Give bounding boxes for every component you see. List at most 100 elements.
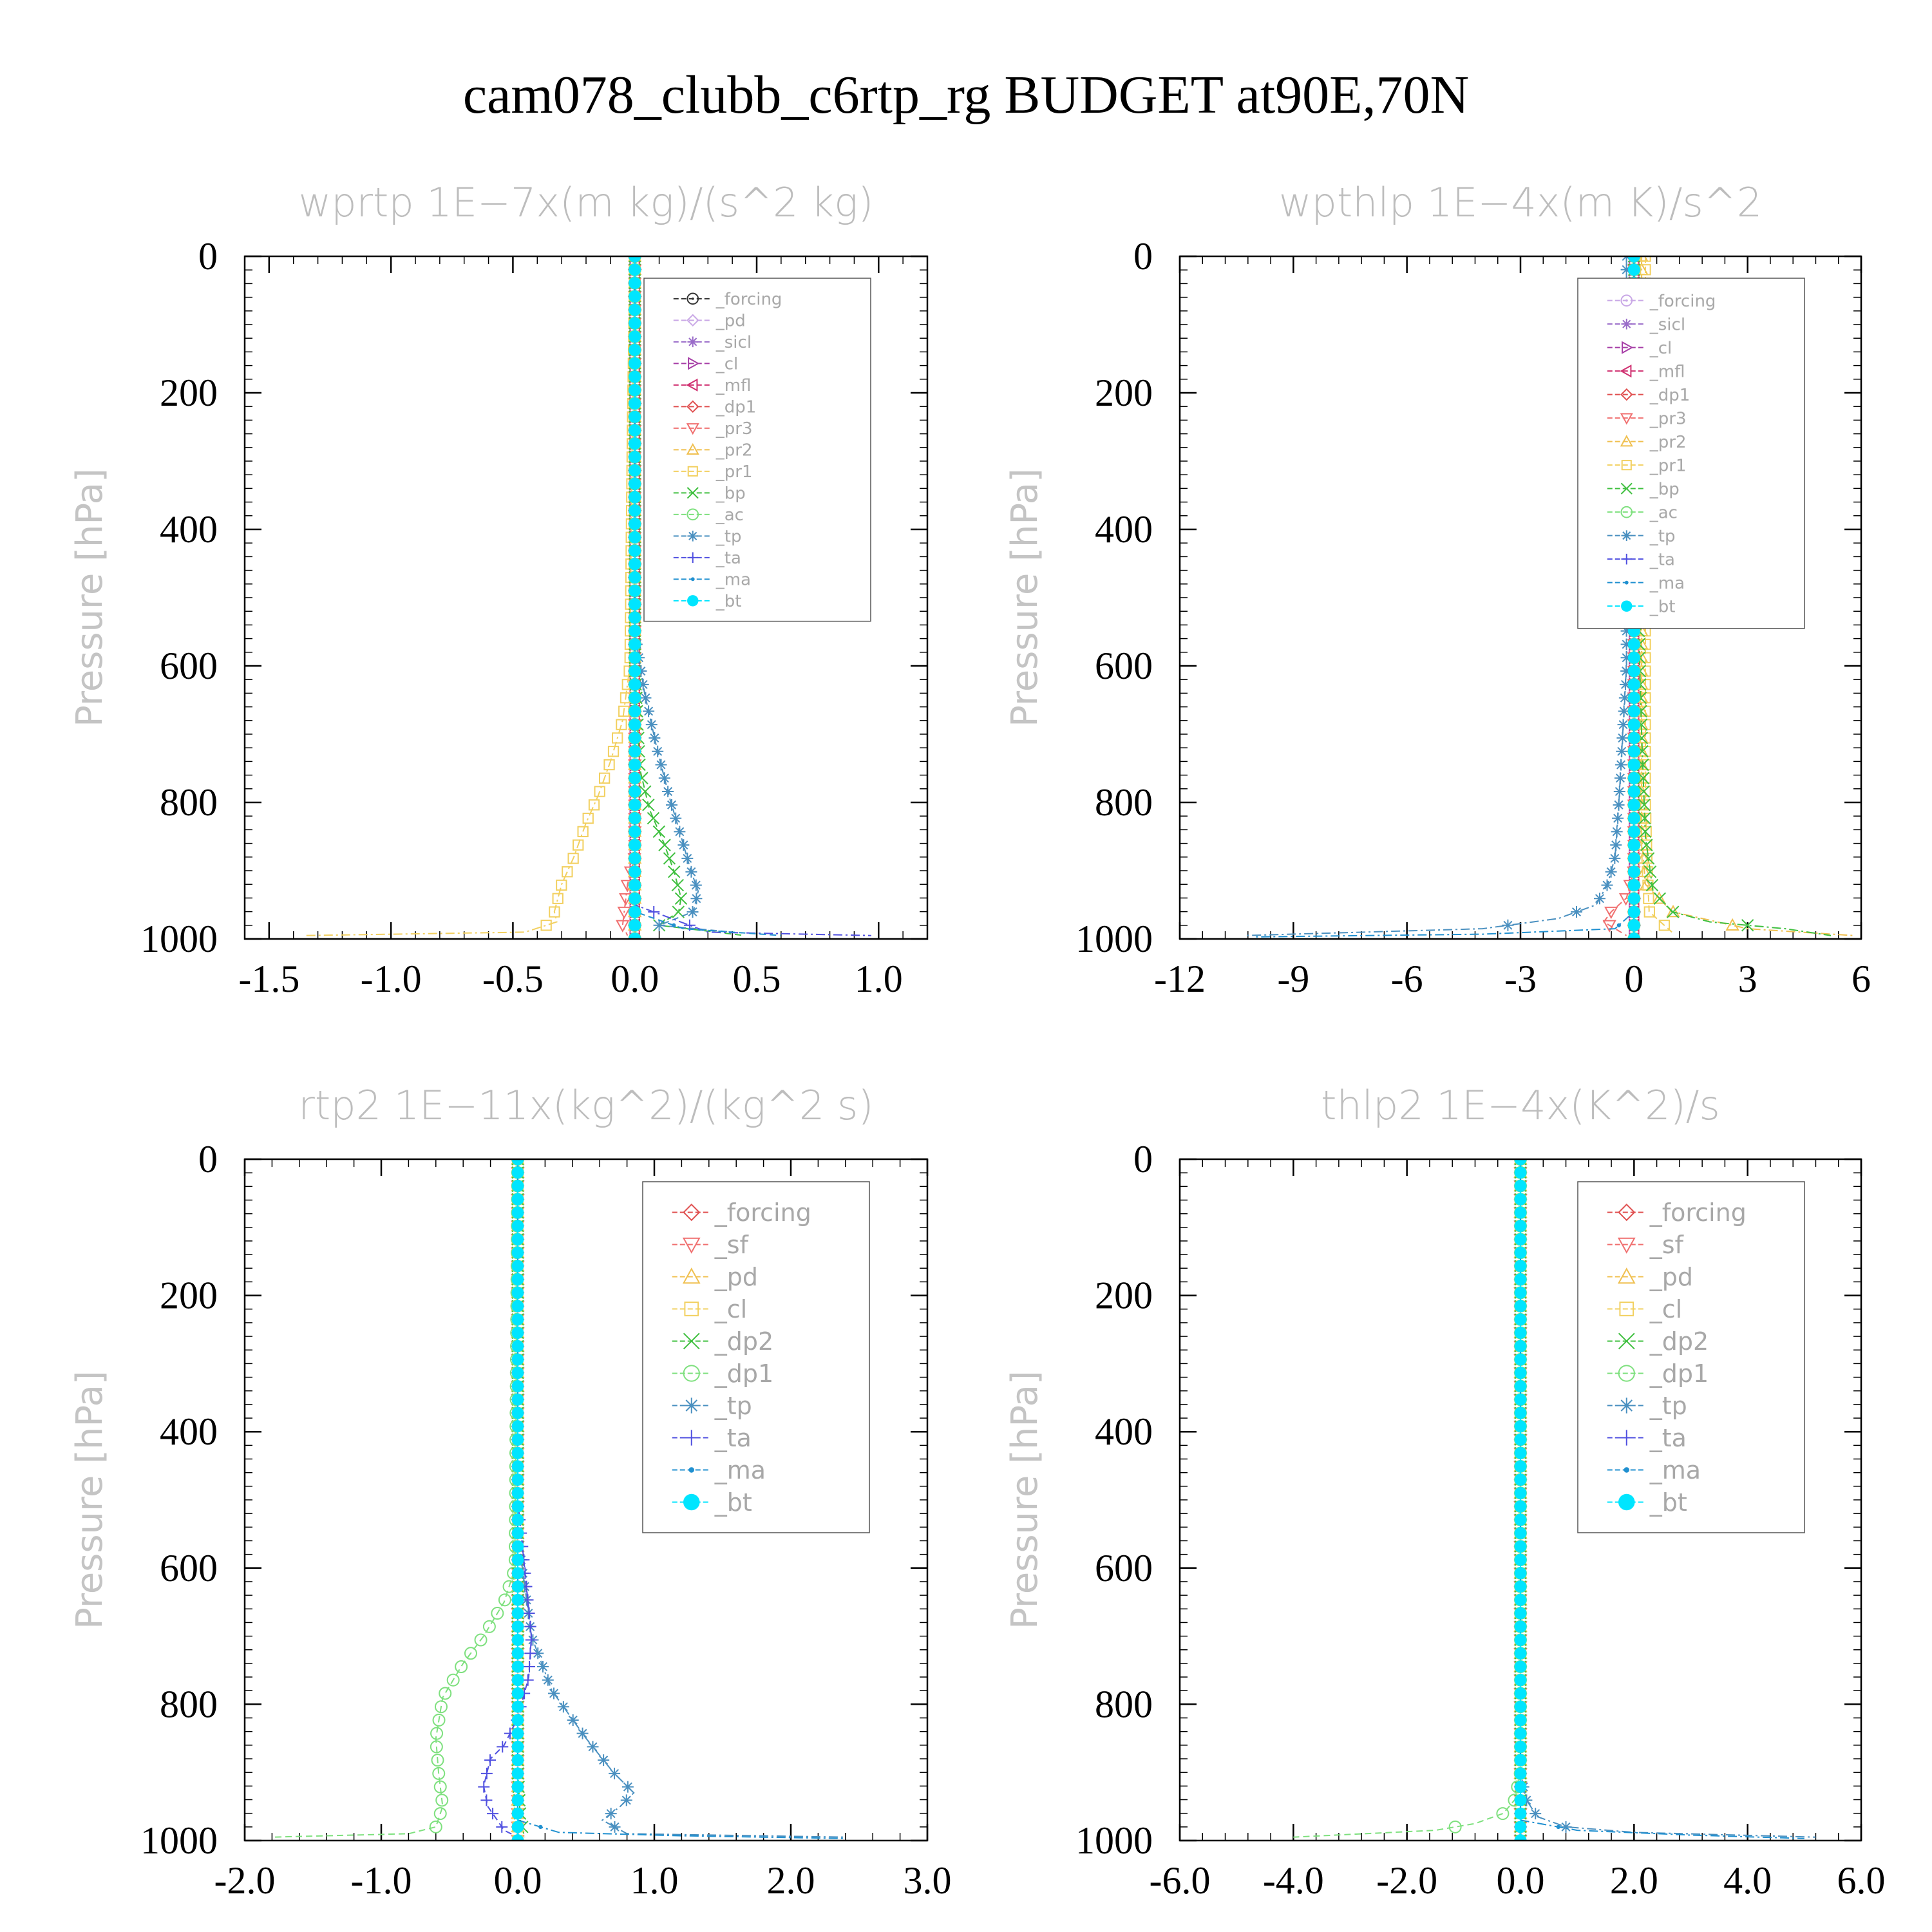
series-point_tp [652, 745, 664, 757]
figure-title: cam078_clubb_c6rtp_rg BUDGET at90E,70N [463, 65, 1469, 125]
series-point_tp [1620, 263, 1633, 276]
legend-label: _forcing [1649, 292, 1716, 311]
series-point_bp [1638, 799, 1651, 811]
series-point_ma [538, 1824, 543, 1829]
series-point_bt [629, 256, 641, 263]
series-point_dp1 [498, 1593, 511, 1607]
series-point_bt [1514, 1727, 1527, 1740]
series-point_bt [1514, 1380, 1527, 1392]
series-point_bt [1627, 838, 1640, 851]
series-line_bp [634, 256, 745, 936]
series-point_bt [511, 1446, 524, 1459]
legend-label: _sicl [1649, 315, 1685, 334]
legend-label: _dp1 [715, 397, 757, 417]
series-point_bp [1643, 865, 1657, 878]
series-point_tp [1619, 678, 1631, 690]
series_bt [1514, 1159, 1527, 1841]
series-point_bt [511, 1406, 524, 1419]
legend-box [1577, 278, 1805, 629]
series-point_tp [1616, 732, 1629, 744]
series-point_bt [511, 1513, 524, 1526]
series-point_ta [524, 1661, 536, 1672]
series-point_bt [1627, 866, 1640, 878]
series-point_pr1 [1641, 853, 1653, 864]
series-point_bp [647, 811, 660, 825]
legend-box [1577, 1181, 1805, 1533]
series-point_pr1 [607, 746, 620, 757]
legend-label: _ma [714, 1456, 766, 1484]
y-tick-label: 200 [160, 372, 218, 414]
series-point_bt [1627, 732, 1640, 744]
legend-marker_sicl [687, 336, 699, 348]
x-tick-label: 2.0 [1610, 1859, 1658, 1902]
series-point_bt [629, 665, 641, 677]
panels: wprtp 1E−7x(m kg)/(s^2 kg) Pressure [hPa]… [69, 179, 1886, 1902]
series-point_bt [1514, 1500, 1527, 1513]
plot-frame [243, 255, 929, 940]
series-point_bt [511, 1393, 524, 1406]
series-point_tp [637, 678, 649, 690]
series-point_bt [1627, 852, 1640, 865]
series-point_tp [1502, 919, 1514, 931]
series-point_tp [609, 1821, 621, 1833]
series-point_dp1 [431, 1754, 444, 1767]
series-point_tp [653, 919, 665, 931]
series-point_bt [629, 772, 641, 784]
series-point_bp [674, 892, 688, 905]
series-point_bt [1514, 1300, 1527, 1312]
y-tick-label: 1000 [1075, 1819, 1153, 1862]
series-point_bt [1514, 1327, 1527, 1340]
series-point_ma [672, 923, 676, 927]
series-point_bt [511, 1286, 524, 1299]
series-point_tp [1612, 812, 1624, 824]
legend-marker_ma [688, 1467, 695, 1473]
legend-label: _dp2 [1649, 1327, 1709, 1356]
series-point_bt [511, 1246, 524, 1259]
legend-label: _cl [715, 354, 739, 374]
series-point_bt [1514, 1660, 1527, 1673]
series-point_bt [629, 303, 641, 316]
series-point_bp [1637, 785, 1651, 798]
plot-frame [1179, 1158, 1862, 1842]
series-point_bt [511, 1313, 524, 1326]
series-point_bt [1627, 718, 1640, 731]
legend-label: _bt [714, 1488, 752, 1517]
legend-marker_cl [1619, 1302, 1634, 1316]
series_ta [478, 1159, 537, 1838]
series-point_bt [511, 1700, 524, 1713]
series-point_bt [1627, 772, 1640, 784]
legend-label: _pr2 [1649, 433, 1687, 452]
series-point_bt [1514, 1220, 1527, 1233]
plot-area [272, 1159, 846, 1841]
legend-label: _ac [715, 506, 744, 525]
series-point_bt [1514, 1446, 1527, 1459]
y-axis-label: Pressure [hPa] [69, 468, 111, 727]
series-point_bt [511, 1434, 524, 1446]
y-tick-label: 800 [1095, 781, 1153, 824]
legend-marker_forcing-center [691, 298, 694, 300]
series_tp [1244, 256, 1633, 936]
legend-marker_pr3 [686, 423, 699, 435]
series-point_bt [629, 343, 641, 356]
x-tick-label: 3.0 [904, 1859, 952, 1902]
series-point_bt [629, 558, 641, 571]
legend-label: _ma [1649, 574, 1685, 593]
series-point_ma [1556, 1824, 1560, 1829]
series-point_bt [1627, 745, 1640, 758]
series-point_bt [1514, 1794, 1527, 1806]
series-point_tp [677, 839, 690, 851]
series-point_ta [522, 1674, 534, 1686]
legend-label: _pr3 [715, 419, 753, 439]
legend-marker_bt [1621, 600, 1633, 612]
series-point_bt [1627, 799, 1640, 811]
series-point_bp [1636, 772, 1650, 784]
series-point_bt [511, 1754, 524, 1766]
series-point_bt [1514, 1620, 1527, 1633]
series-point_tp [635, 665, 647, 677]
legend-label: _ta [715, 549, 741, 568]
legend-label: _pr1 [1649, 456, 1687, 475]
series-point_tp [1613, 786, 1625, 798]
series-point_pr3 [1604, 906, 1618, 920]
series-point_ta [525, 1634, 537, 1646]
legend-marker_pd [1617, 1267, 1636, 1284]
